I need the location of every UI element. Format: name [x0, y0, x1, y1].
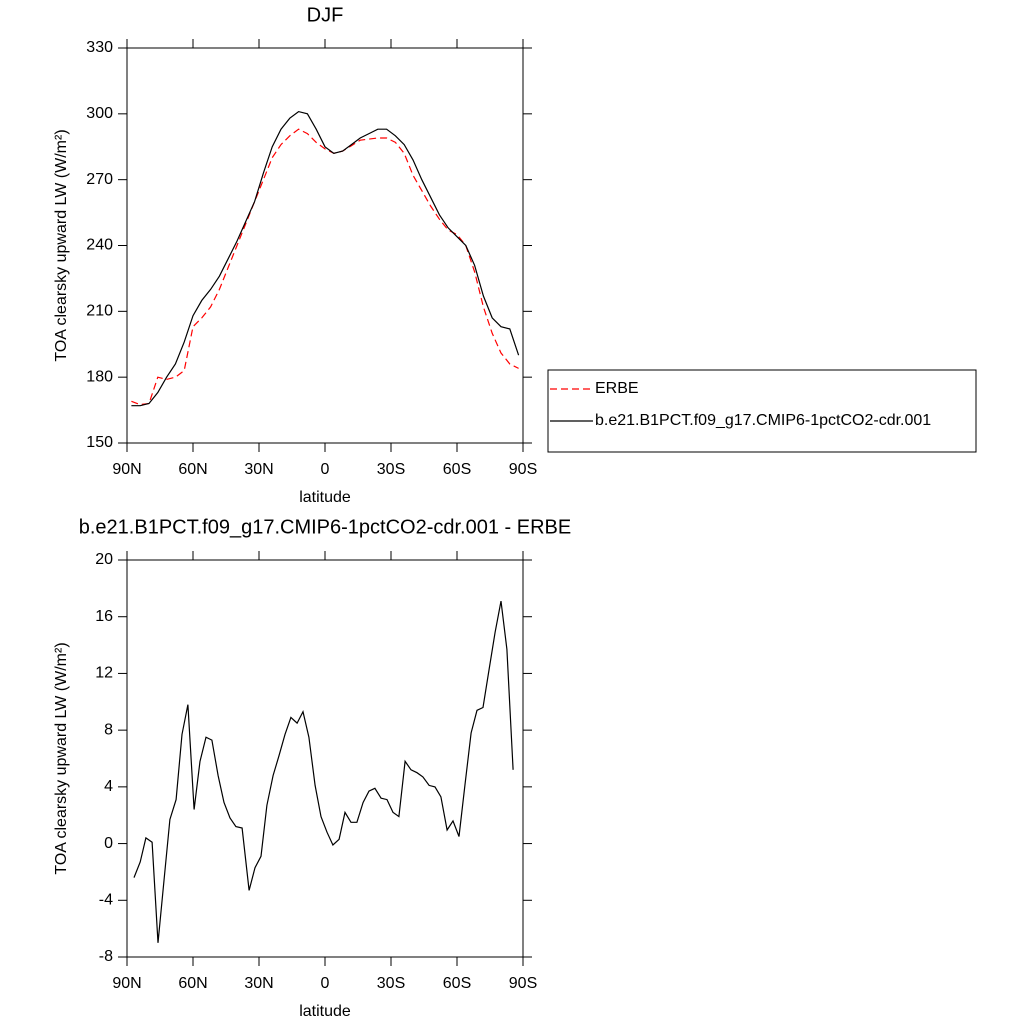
x-tick-label: 60N: [178, 975, 207, 992]
y-tick-label: 180: [86, 368, 113, 385]
y-tick-label: 12: [95, 665, 113, 682]
x-tick-label: 60S: [443, 975, 471, 992]
y-axis-label: TOA clearsky upward LW (W/m²): [53, 642, 70, 874]
x-tick-label: 30N: [244, 461, 273, 478]
x-tick-label: 90S: [509, 975, 537, 992]
x-tick-label: 30S: [377, 975, 405, 992]
y-tick-label: 270: [86, 171, 113, 188]
y-tick-label: 330: [86, 39, 113, 56]
y-tick-label: 0: [104, 835, 113, 852]
x-tick-label: 90N: [112, 461, 141, 478]
x-tick-label: 60N: [178, 461, 207, 478]
x-axis-label: latitude: [299, 489, 351, 506]
chart-title: b.e21.B1PCT.f09_g17.CMIP6-1pctCO2-cdr.00…: [79, 516, 571, 538]
x-axis-label: latitude: [299, 1003, 351, 1020]
x-tick-label: 30S: [377, 461, 405, 478]
legend-label: b.e21.B1PCT.f09_g17.CMIP6-1pctCO2-cdr.00…: [595, 412, 931, 429]
data-line: [133, 600, 514, 943]
y-tick-label: -4: [99, 892, 113, 909]
x-tick-label: 30N: [244, 975, 273, 992]
plot-frame: [126, 47, 524, 444]
y-tick-label: 300: [86, 105, 113, 122]
x-tick-label: 60S: [443, 461, 471, 478]
y-tick-label: 150: [86, 434, 113, 451]
chart-title: DJF: [307, 4, 344, 26]
x-tick-label: 0: [321, 975, 330, 992]
plot-frame: [126, 559, 524, 958]
y-tick-label: 8: [104, 721, 113, 738]
y-tick-label: 20: [95, 551, 113, 568]
y-tick-label: -8: [99, 948, 113, 965]
x-tick-label: 0: [321, 461, 330, 478]
legend-box: [547, 369, 977, 453]
y-tick-label: 210: [86, 303, 113, 320]
y-tick-label: 240: [86, 237, 113, 254]
data-line: [131, 110, 520, 407]
x-tick-label: 90S: [509, 461, 537, 478]
y-tick-label: 16: [95, 608, 113, 625]
legend-label: ERBE: [595, 380, 639, 397]
x-tick-label: 90N: [112, 975, 141, 992]
data-line: [131, 128, 519, 406]
y-tick-label: 4: [104, 778, 113, 795]
y-axis-label: TOA clearsky upward LW (W/m²): [53, 129, 70, 361]
